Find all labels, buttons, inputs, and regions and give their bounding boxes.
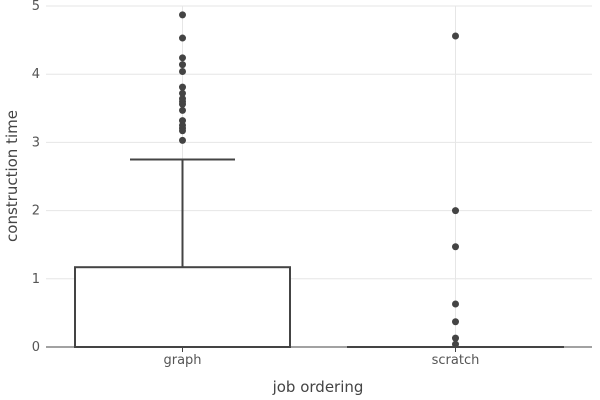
y-tick-label: 0 [32,340,40,355]
outlier-point [452,300,459,308]
y-tick-label: 1 [32,272,40,287]
box-plot-series [74,11,564,349]
x-tick-label: scratch [432,353,480,368]
outlier-point [179,106,186,114]
x-axis-title: job ordering [272,378,364,396]
y-tick-label: 5 [32,0,40,14]
outlier-point [179,11,186,19]
outlier-point [452,243,459,251]
outlier-point [179,95,186,103]
outlier-point [452,340,459,348]
y-axis-title: construction time [3,110,21,242]
outlier-point [179,89,186,97]
y-axis-ticks: 0 1 2 3 4 5 [32,0,40,355]
outlier-point [452,334,459,342]
outlier-point [179,117,186,125]
x-axis-ticks: graph scratch [163,347,479,368]
outlier-point [452,318,459,326]
outlier-point [179,54,186,62]
y-tick-label: 4 [32,67,40,82]
outlier-point [179,83,186,91]
y-tick-label: 3 [32,135,40,150]
outlier-point [179,61,186,69]
outlier-point [179,67,186,75]
outlier-point [452,32,459,40]
x-tick-label: graph [163,353,201,368]
y-tick-label: 2 [32,204,40,219]
outlier-point [179,34,186,42]
outlier-point [452,207,459,215]
box [74,266,291,348]
outlier-point [179,136,186,144]
